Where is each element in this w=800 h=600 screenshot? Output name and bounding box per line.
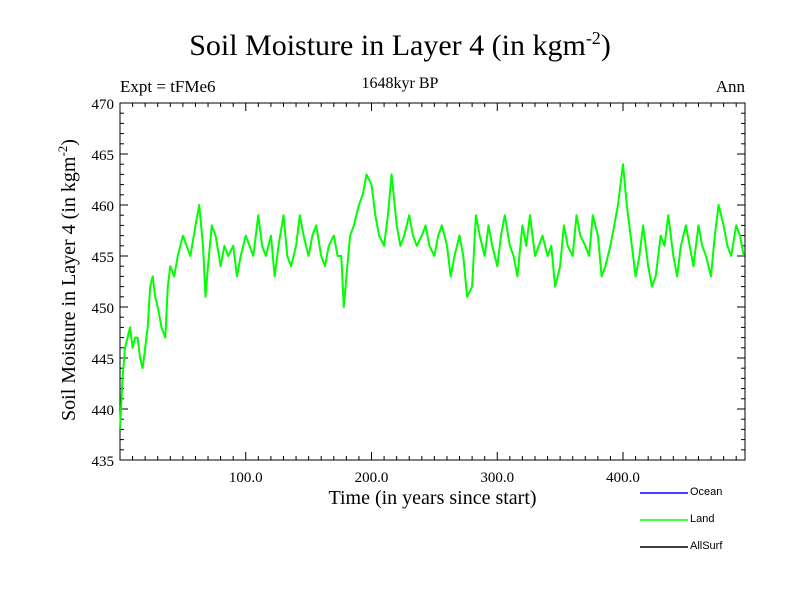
y-tick-label: 455	[92, 250, 115, 266]
y-tick-label: 465	[92, 148, 115, 164]
chart-subtitle: 1648kyr BP	[361, 75, 439, 92]
y-tick-label: 435	[92, 454, 115, 470]
y-axis-label: Soil Moisture in Layer 4 (in kgm-2)	[55, 139, 80, 421]
x-tick-label: 300.0	[480, 470, 514, 486]
legend-label-land: Land	[690, 513, 715, 525]
experiment-label: Expt = tFMe6	[120, 77, 216, 96]
season-label: Ann	[715, 77, 745, 96]
plot-frame	[119, 102, 746, 461]
legend-label-ocean: Ocean	[690, 486, 723, 498]
x-tick-label: 400.0	[606, 470, 640, 486]
x-tick-label: 100.0	[229, 470, 263, 486]
y-tick-label: 460	[92, 199, 115, 215]
y-tick-label: 450	[92, 301, 115, 317]
y-tick-label: 445	[92, 352, 115, 368]
y-tick-label: 440	[92, 403, 115, 419]
series-line-land	[119, 163, 745, 430]
x-axis-label: Time (in years since start)	[328, 487, 537, 509]
x-tick-label: 200.0	[355, 470, 389, 486]
y-tick-label: 470	[92, 97, 115, 113]
legend-label-allsurf: AllSurf	[690, 540, 723, 552]
chart-title: Soil Moisture in Layer 4 (in kgm-2)	[189, 28, 611, 62]
